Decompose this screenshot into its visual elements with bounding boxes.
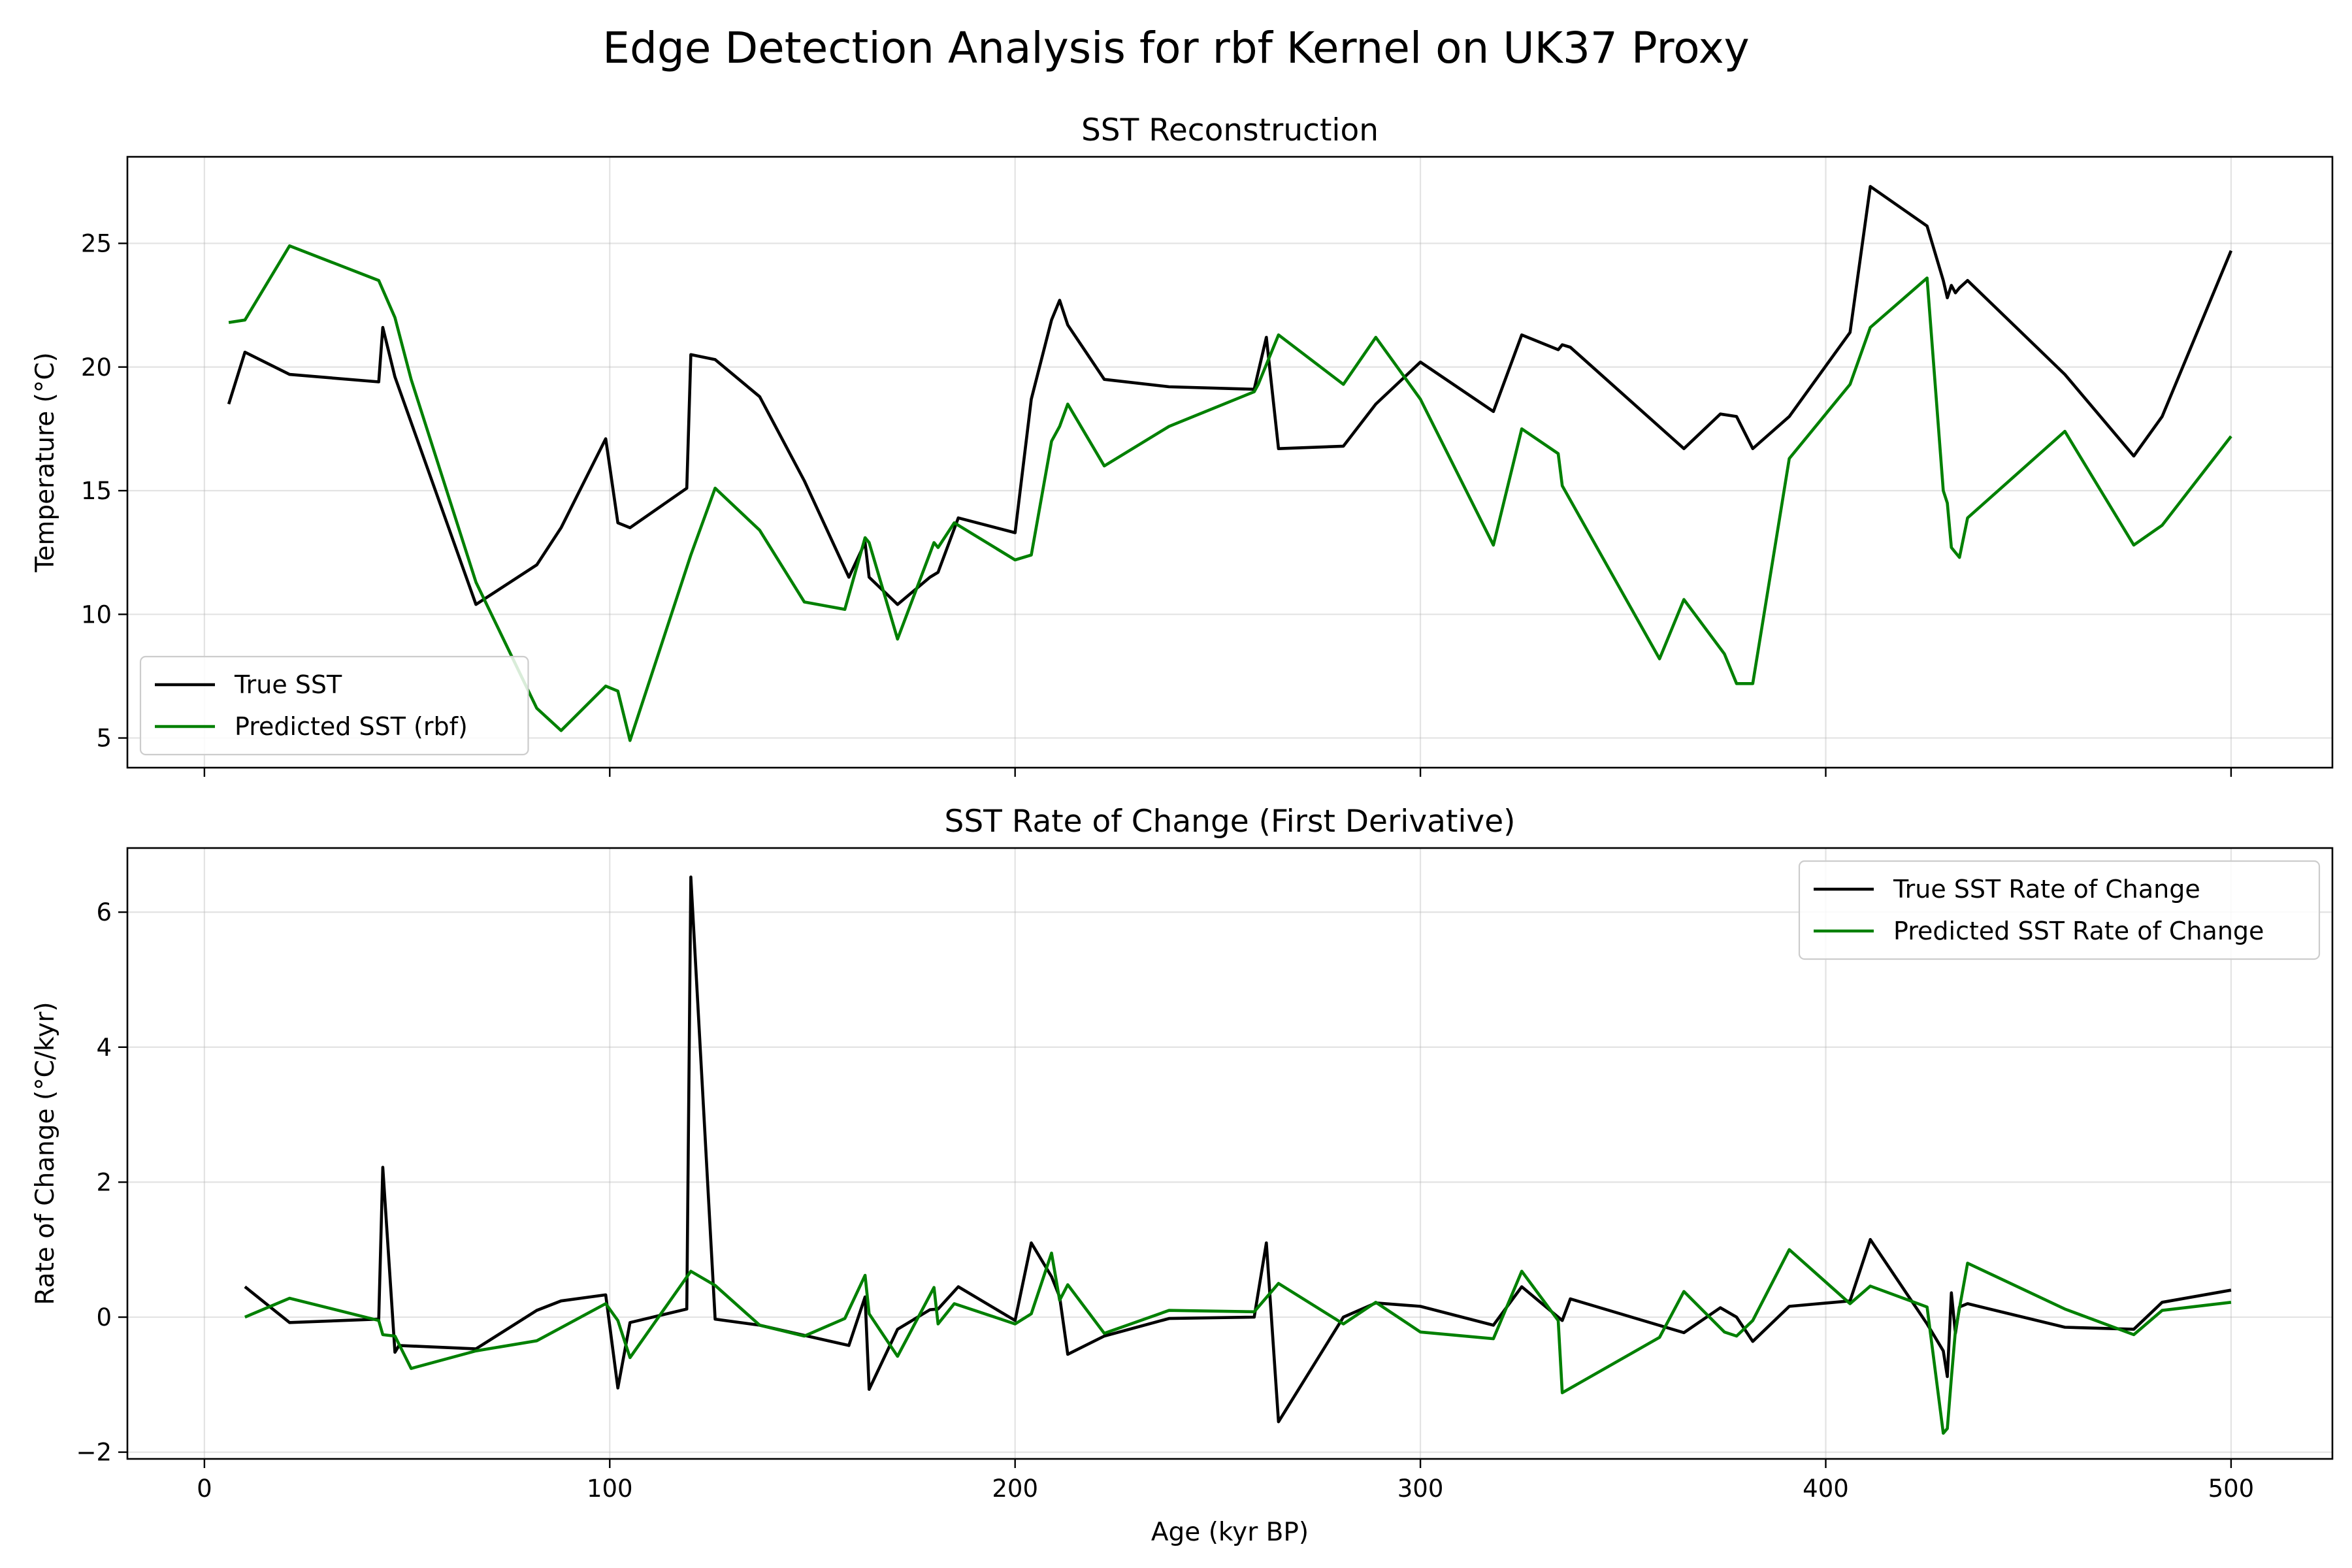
y-tick-label: 4 <box>96 1034 112 1062</box>
predicted-series-line <box>228 244 2232 742</box>
legend: True SST Predicted SST (rbf) <box>139 655 529 756</box>
y-tick-label: 20 <box>81 353 112 382</box>
legend-box <box>139 655 529 756</box>
y-tick-label: 6 <box>96 898 112 926</box>
y-tick-label: −2 <box>76 1439 112 1467</box>
x-tick-label: 0 <box>197 1475 212 1503</box>
legend-label: Predicted SST Rate of Change <box>1893 917 2264 945</box>
true-series-line <box>244 875 2232 1424</box>
predicted-series-line <box>244 1248 2232 1435</box>
x-axis-label: Age (kyr BP) <box>1151 1518 1309 1547</box>
sst-rate-of-change-panel: 0 100 200 300 400 500 −2 0 2 4 6 SST Rate of Change… <box>31 804 2334 1547</box>
legend-label: Predicted SST (rbf) <box>235 712 468 741</box>
legend-label: True SST Rate of Change <box>1893 875 2200 904</box>
figure-title: Edge Detection Analysis for rbf Kernel o… <box>602 23 1749 73</box>
x-tick-label: 200 <box>992 1475 1038 1503</box>
y-axis-label: Temperature (°C) <box>31 352 60 573</box>
plot-frame <box>126 847 2334 1460</box>
y-tick-label: 25 <box>81 229 112 257</box>
x-tick-label: 100 <box>587 1475 633 1503</box>
y-axis-label: Rate of Change (°C/kyr) <box>31 1002 60 1305</box>
x-tick-label: 300 <box>1397 1475 1444 1503</box>
x-tick-label: 400 <box>1803 1475 1849 1503</box>
true-series-line <box>227 185 2233 606</box>
legend: True SST Rate of Change Predicted SST Rat… <box>1798 860 2321 960</box>
y-tick-label: 5 <box>96 725 112 753</box>
plot-frame <box>126 155 2334 769</box>
panel-title: SST Rate of Change (First Derivative) <box>945 804 1516 840</box>
sst-reconstruction-panel: 5 10 15 20 25 SST Reconstruction Temperature (… <box>31 112 2334 777</box>
y-tick-label: 10 <box>81 600 112 629</box>
y-tick-label: 15 <box>81 477 112 505</box>
legend-label: True SST <box>234 670 342 699</box>
x-tick-label: 500 <box>2208 1475 2255 1503</box>
legend-box <box>1798 860 2321 960</box>
panel-title: SST Reconstruction <box>1081 112 1379 148</box>
y-tick-label: 2 <box>96 1168 112 1196</box>
y-tick-label: 0 <box>96 1303 112 1331</box>
